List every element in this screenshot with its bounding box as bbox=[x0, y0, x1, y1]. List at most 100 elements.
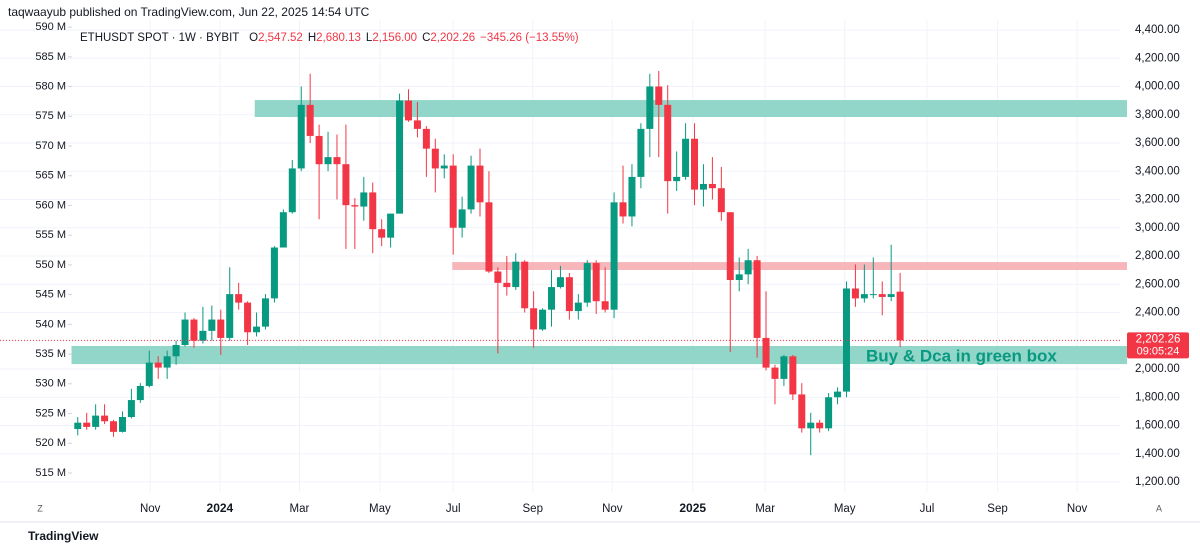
y-tick-label: 4,000.00 bbox=[1135, 81, 1180, 93]
candle-body bbox=[825, 397, 833, 429]
last-price-box bbox=[1127, 332, 1189, 359]
candle-body bbox=[315, 135, 323, 165]
x-tick-label: Jul bbox=[446, 503, 461, 515]
candle-body bbox=[691, 138, 699, 190]
x-tick-label: Nov bbox=[1067, 503, 1088, 515]
zone bbox=[452, 262, 1127, 270]
candle-body bbox=[485, 202, 493, 272]
legend-value: 2,202.26 bbox=[430, 32, 475, 44]
candle-body bbox=[431, 148, 439, 169]
candle-body bbox=[673, 176, 681, 182]
y2-tick-label: 525 M bbox=[35, 407, 66, 419]
legend-key: H bbox=[308, 32, 316, 44]
y-tick-label: 2,800.00 bbox=[1135, 250, 1180, 262]
candle-body bbox=[789, 356, 797, 395]
candle-body bbox=[333, 157, 341, 165]
candle-body bbox=[145, 362, 153, 386]
candle-body bbox=[780, 356, 788, 379]
candle-body bbox=[306, 104, 314, 136]
y2-tick-label: 545 M bbox=[35, 289, 66, 301]
candle-body bbox=[744, 260, 752, 275]
candle-body bbox=[404, 100, 412, 121]
y2-tick-label: 540 M bbox=[35, 318, 66, 330]
candle-body bbox=[762, 337, 770, 368]
candle-body bbox=[279, 212, 287, 248]
y-tick-label: 3,200.00 bbox=[1135, 194, 1180, 206]
candle-body bbox=[851, 288, 859, 299]
candle-body bbox=[807, 422, 815, 429]
candle-body bbox=[181, 319, 189, 345]
candle-body bbox=[619, 202, 627, 217]
legend-title: ETHUSDT SPOT · 1W · BYBIT bbox=[80, 32, 239, 44]
y2-tick-label: 575 M bbox=[35, 110, 66, 122]
candle-body bbox=[583, 263, 591, 303]
candle-body bbox=[896, 291, 904, 341]
candle-body bbox=[887, 294, 895, 297]
legend-value: 2,680.13 bbox=[316, 32, 361, 44]
candle-body bbox=[521, 261, 529, 309]
candle-body bbox=[655, 86, 663, 105]
candle-body bbox=[110, 421, 118, 432]
annotation: Buy & Dca in green box bbox=[866, 346, 1057, 365]
candle-body bbox=[771, 367, 779, 379]
candle-body bbox=[172, 344, 180, 357]
candle-body bbox=[154, 362, 162, 368]
auto-scale-button[interactable]: A bbox=[1156, 503, 1162, 513]
grid bbox=[0, 20, 1120, 492]
x-tick-label: Jul bbox=[920, 503, 935, 515]
candle-body bbox=[539, 309, 547, 330]
candle-body bbox=[190, 319, 198, 341]
candle-body bbox=[288, 168, 296, 213]
candle-body bbox=[92, 415, 100, 427]
candle-body bbox=[664, 104, 672, 182]
y-tick-label: 3,800.00 bbox=[1135, 109, 1180, 121]
y-tick-label: 4,400.00 bbox=[1135, 24, 1180, 36]
candle-body bbox=[637, 128, 645, 177]
y2-tick-label: 580 M bbox=[35, 80, 66, 92]
candle-body bbox=[74, 422, 82, 430]
candle-body bbox=[476, 165, 484, 203]
y-tick-label: 2,400.00 bbox=[1135, 307, 1180, 319]
candle-body bbox=[735, 274, 743, 281]
candle-body bbox=[494, 271, 502, 283]
candle-body bbox=[628, 176, 636, 217]
candle-body bbox=[226, 294, 234, 338]
zoom-button[interactable]: Z bbox=[37, 503, 43, 513]
y-tick-label: 1,800.00 bbox=[1135, 391, 1180, 403]
candle-body bbox=[860, 294, 868, 299]
candle-body bbox=[548, 287, 556, 310]
publisher-line: taqwaayub published on TradingView.com, … bbox=[8, 5, 370, 19]
candle-body bbox=[440, 165, 448, 169]
legend-key: C bbox=[422, 32, 430, 44]
candle-body bbox=[351, 205, 359, 207]
y-tick-label: 3,400.00 bbox=[1135, 165, 1180, 177]
candle-body bbox=[467, 165, 475, 210]
candle-body bbox=[530, 308, 538, 330]
y2-tick-label: 585 M bbox=[35, 51, 66, 63]
y-tick-label: 2,600.00 bbox=[1135, 278, 1180, 290]
y2-tick-label: 555 M bbox=[35, 229, 66, 241]
x-tick-label: Nov bbox=[602, 503, 623, 515]
y-tick-label: 3,600.00 bbox=[1135, 137, 1180, 149]
y-tick-label: 2,000.00 bbox=[1135, 363, 1180, 375]
y2-tick-label: 565 M bbox=[35, 170, 66, 182]
candle-body bbox=[199, 330, 207, 341]
candle-body bbox=[565, 277, 573, 312]
legend: ETHUSDT SPOT · 1W · BYBIT O2,547.52 H2,680… bbox=[80, 32, 579, 44]
candle-body bbox=[422, 128, 430, 149]
candle-body bbox=[127, 400, 135, 418]
candle-body bbox=[869, 294, 877, 296]
y2-tick-label: 550 M bbox=[35, 259, 66, 271]
y2-tick-label: 590 M bbox=[35, 21, 66, 33]
candle-body bbox=[834, 391, 842, 398]
candle-body bbox=[324, 157, 332, 165]
x-tick-label: May bbox=[834, 503, 856, 515]
legend-key: L bbox=[366, 32, 373, 44]
candle-body bbox=[118, 417, 126, 432]
y-tick-label: 4,200.00 bbox=[1135, 52, 1180, 64]
candle-body bbox=[83, 422, 91, 427]
x-tick-label: Nov bbox=[140, 503, 161, 515]
countdown: 09:05:24 bbox=[1137, 345, 1180, 357]
y2-tick-label: 530 M bbox=[35, 378, 66, 390]
candle-body bbox=[235, 294, 243, 303]
